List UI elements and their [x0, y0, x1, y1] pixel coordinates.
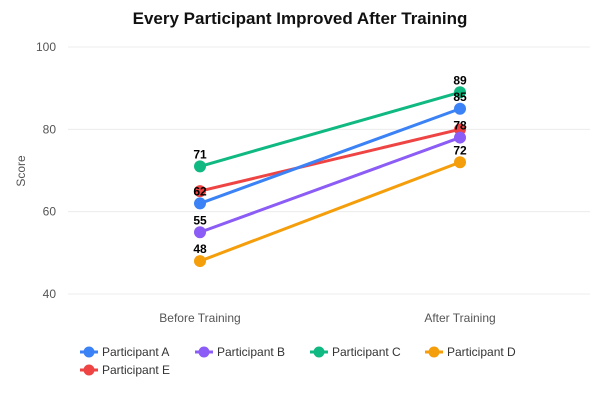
- data-label: 71: [193, 147, 207, 161]
- data-point: [454, 102, 466, 115]
- data-point: [454, 123, 466, 136]
- series-line: [199, 136, 461, 234]
- data-point: [194, 255, 206, 268]
- legend-marker: [83, 346, 95, 358]
- legend-marker: [83, 364, 95, 376]
- data-label: 62: [193, 184, 207, 198]
- data-point: [194, 160, 206, 173]
- x-tick-label: Before Training: [159, 311, 240, 325]
- series-line: [199, 90, 461, 168]
- legend-label: Participant C: [332, 345, 401, 359]
- data-point: [454, 86, 466, 99]
- data-point: [194, 185, 206, 198]
- data-label: 48: [193, 242, 207, 256]
- series-line: [199, 107, 461, 205]
- data-label: 78: [453, 119, 467, 133]
- data-point: [194, 197, 206, 210]
- legend-label: Participant A: [102, 345, 169, 359]
- legend-marker: [313, 346, 325, 358]
- y-tick-label: 80: [43, 122, 57, 136]
- data-label: 85: [453, 90, 467, 104]
- y-axis-label: Score: [14, 155, 28, 187]
- legend-label: Participant B: [217, 345, 285, 359]
- x-tick-label: After Training: [424, 311, 495, 325]
- data-point: [454, 131, 466, 144]
- y-tick-label: 60: [43, 205, 57, 219]
- series-line: [199, 160, 461, 263]
- data-point: [454, 156, 466, 169]
- y-tick-label: 100: [36, 40, 56, 54]
- data-label: 55: [193, 213, 207, 227]
- legend-marker: [198, 346, 210, 358]
- legend-marker: [428, 346, 440, 358]
- data-label: 72: [453, 143, 467, 157]
- data-point: [194, 226, 206, 239]
- chart-title: Every Participant Improved After Trainin…: [133, 9, 468, 28]
- y-tick-label: 40: [43, 287, 57, 301]
- legend-label: Participant E: [102, 363, 170, 377]
- series-line: [199, 127, 461, 193]
- data-label: 89: [453, 73, 467, 87]
- legend-label: Participant D: [447, 345, 516, 359]
